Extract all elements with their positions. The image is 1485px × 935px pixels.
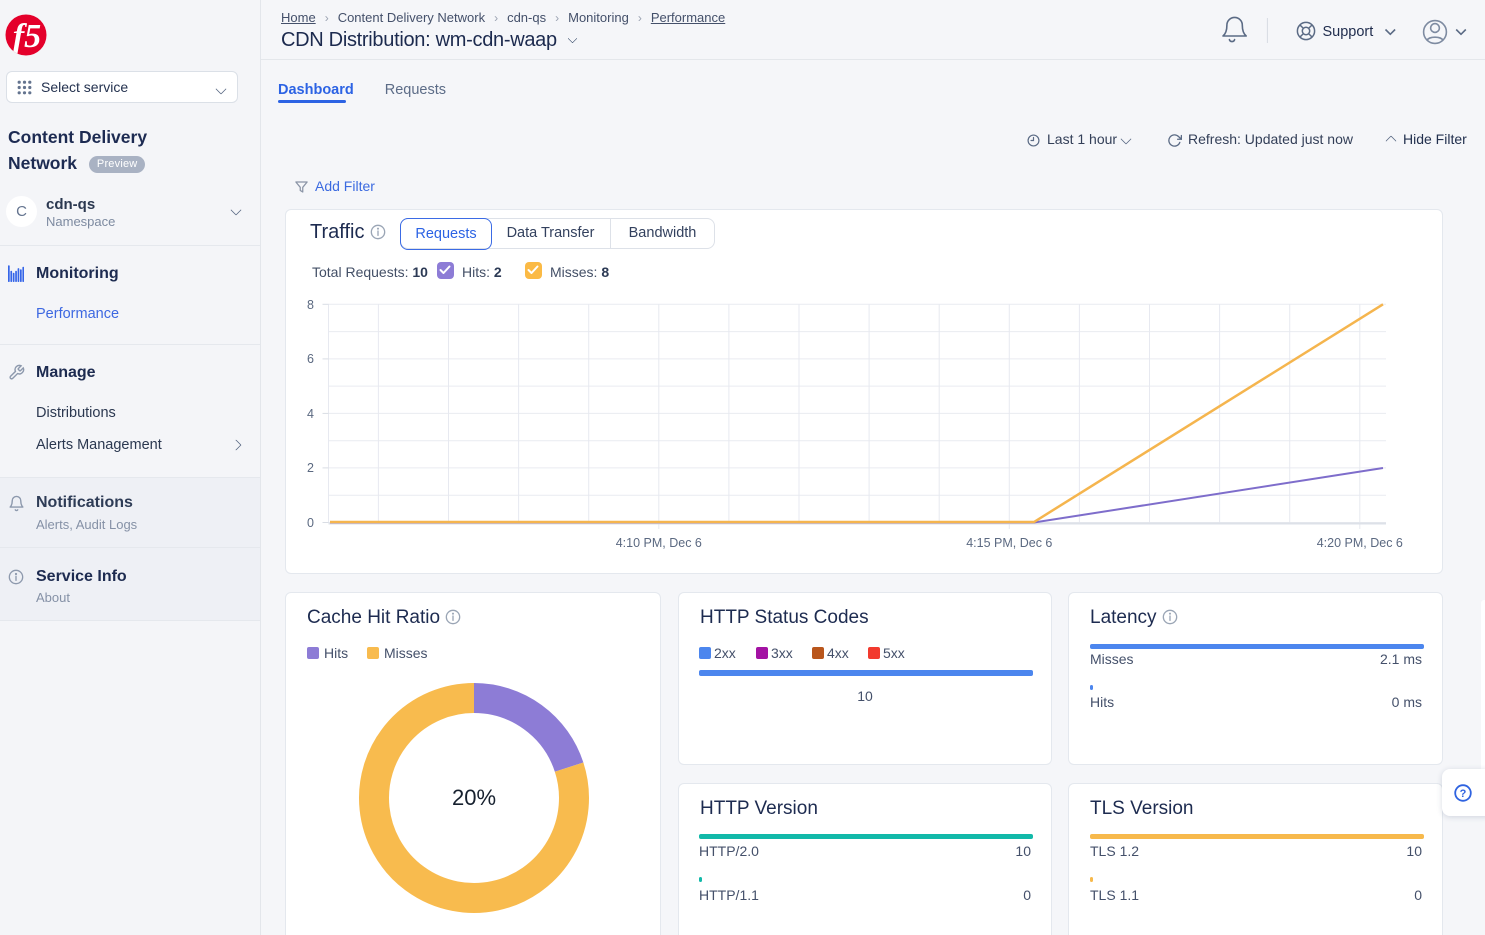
svg-text:4:20 PM, Dec 6: 4:20 PM, Dec 6 bbox=[1317, 536, 1403, 550]
svg-text:4:15 PM, Dec 6: 4:15 PM, Dec 6 bbox=[966, 536, 1052, 550]
svg-text:4: 4 bbox=[307, 407, 314, 421]
svg-text:8: 8 bbox=[307, 298, 314, 312]
svg-text:2: 2 bbox=[307, 461, 314, 475]
svg-text:20%: 20% bbox=[452, 785, 496, 810]
svg-text:0: 0 bbox=[307, 516, 314, 530]
svg-text:Support: Support bbox=[1323, 24, 1374, 40]
svg-text:4:10 PM, Dec 6: 4:10 PM, Dec 6 bbox=[616, 536, 702, 550]
svg-text:?: ? bbox=[1460, 788, 1467, 800]
svg-text:f5: f5 bbox=[13, 18, 41, 55]
svg-text:6: 6 bbox=[307, 352, 314, 366]
